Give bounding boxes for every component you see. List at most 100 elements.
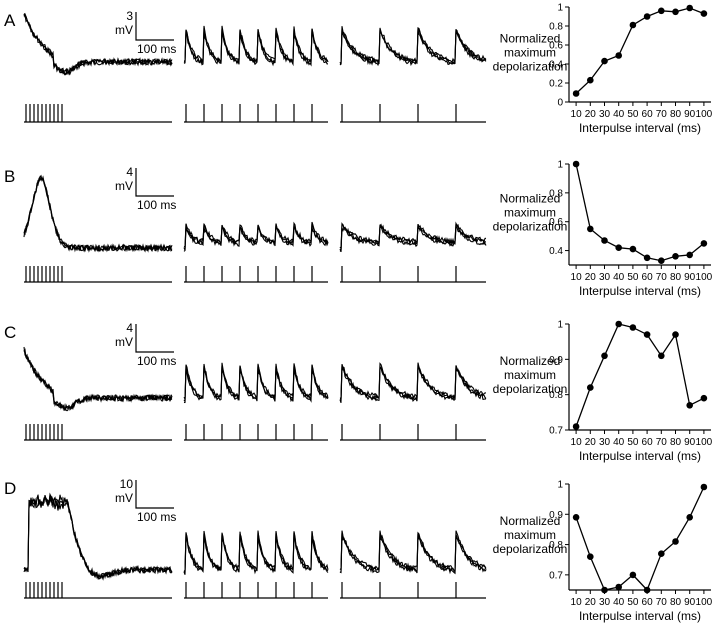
x-axis-label: Interpulse interval (ms) — [579, 284, 701, 298]
y-axis-label: maximum — [504, 46, 556, 60]
data-point — [700, 10, 708, 17]
data-point — [615, 244, 622, 251]
data-point — [643, 586, 651, 594]
data-point — [601, 586, 608, 594]
voltage-trace — [339, 530, 487, 571]
x-axis-label: Interpulse interval (ms) — [579, 449, 701, 463]
x-tick-label: 10 — [571, 597, 583, 608]
panel-letter: D — [4, 479, 16, 498]
x-tick-label: 20 — [585, 597, 597, 608]
x-tick-label: 100 — [696, 272, 713, 283]
voltage-trace — [23, 348, 173, 411]
y-axis-label: maximum — [504, 368, 556, 382]
y-axis-label: depolarization — [493, 382, 568, 396]
data-point — [700, 240, 708, 247]
y-tick-label: 1 — [557, 3, 563, 14]
data-point — [629, 21, 637, 29]
x-tick-label: 40 — [613, 272, 625, 283]
y-axis-label: depolarization — [493, 60, 568, 74]
voltage-trace — [339, 532, 487, 574]
x-axis-label: Interpulse interval (ms) — [579, 609, 701, 623]
y-tick-label: 0.2 — [549, 79, 563, 90]
x-tick-label: 60 — [642, 109, 654, 120]
x-tick-label: 20 — [585, 272, 597, 283]
data-point — [686, 514, 693, 521]
y-tick-label: 0.8 — [549, 22, 563, 33]
y-axis-label: depolarization — [493, 220, 568, 234]
data-point — [658, 352, 665, 360]
voltage-trace — [339, 366, 487, 403]
x-tick-label: 90 — [684, 109, 696, 120]
data-point — [587, 76, 594, 84]
x-tick-label: 100 — [696, 597, 713, 608]
x-tick-label: 70 — [656, 272, 668, 283]
scale-unit-mv: mV — [115, 23, 133, 37]
y-tick-label: 1 — [557, 480, 563, 491]
y-tick-label: 0.9 — [549, 510, 563, 521]
voltage-trace — [183, 28, 329, 67]
data-point — [658, 257, 665, 265]
scale-bar — [135, 168, 174, 197]
series-line — [575, 486, 705, 592]
voltage-trace — [183, 225, 329, 252]
data-point — [672, 538, 679, 545]
scale-unit-mv: mV — [115, 491, 133, 505]
voltage-trace — [23, 492, 173, 580]
voltage-trace — [339, 533, 487, 575]
voltage-trace — [183, 532, 329, 575]
data-point — [700, 483, 708, 491]
voltage-trace — [183, 362, 329, 402]
scale-bar — [135, 12, 174, 41]
scale-value-mv: 4 — [126, 165, 133, 179]
x-tick-label: 90 — [684, 437, 696, 448]
x-tick-label: 50 — [627, 109, 639, 120]
scale-value-ms: 100 ms — [137, 42, 176, 56]
voltage-trace — [183, 363, 329, 404]
voltage-trace — [339, 28, 487, 67]
voltage-trace — [183, 365, 329, 404]
data-point — [700, 394, 708, 402]
y-tick-label: 0.8 — [549, 540, 563, 551]
x-tick-label: 100 — [696, 109, 713, 120]
data-point — [572, 423, 580, 430]
x-tick-label: 80 — [670, 437, 682, 448]
x-tick-label: 80 — [670, 597, 682, 608]
scale-value-ms: 100 ms — [137, 510, 176, 524]
x-tick-label: 50 — [627, 272, 639, 283]
scale-value-mv: 10 — [120, 477, 134, 491]
voltage-trace — [183, 530, 329, 573]
data-point — [672, 8, 679, 16]
x-tick-label: 40 — [613, 109, 625, 120]
x-tick-label: 20 — [585, 109, 597, 120]
y-tick-label: 0.9 — [549, 355, 563, 366]
panel-b: B 4mV 100 ms 0.4 0.6 0.8 1 10 20 30 40 50 60 70 80 90 10… — [4, 160, 713, 299]
x-tick-label: 90 — [684, 272, 696, 283]
voltage-trace — [339, 362, 486, 400]
y-tick-label: 0.7 — [549, 570, 563, 581]
y-axis-label: Normalized — [500, 32, 561, 46]
x-tick-label: 60 — [642, 437, 654, 448]
panel-a: A 3mV 100 ms 0 0.2 0.4 0.6 0.8 1 10 20 30 40 50 60 70 80… — [4, 3, 713, 136]
voltage-trace — [23, 13, 173, 76]
series-line — [575, 163, 705, 262]
x-tick-label: 10 — [571, 109, 583, 120]
x-tick-label: 30 — [599, 597, 611, 608]
data-point — [587, 384, 594, 391]
y-tick-label: 0.6 — [549, 217, 563, 228]
y-axis-label: maximum — [504, 206, 556, 220]
series-line — [575, 7, 705, 94]
y-axis-label: depolarization — [493, 542, 568, 556]
x-tick-label: 10 — [571, 272, 583, 283]
y-tick-label: 0 — [557, 98, 563, 109]
x-tick-label: 70 — [656, 109, 668, 120]
scale-unit-mv: mV — [115, 179, 133, 193]
data-point — [572, 90, 580, 97]
y-tick-label: 0.4 — [549, 246, 563, 257]
scale-value-mv: 4 — [126, 321, 133, 335]
scale-bar — [135, 324, 174, 353]
x-tick-label: 30 — [599, 109, 611, 120]
data-point — [643, 254, 651, 262]
data-point — [572, 160, 580, 168]
summary-plot: 0.7 0.8 0.9 1 10 20 30 40 50 60 70 80 90 100 Normalize… — [493, 480, 713, 624]
